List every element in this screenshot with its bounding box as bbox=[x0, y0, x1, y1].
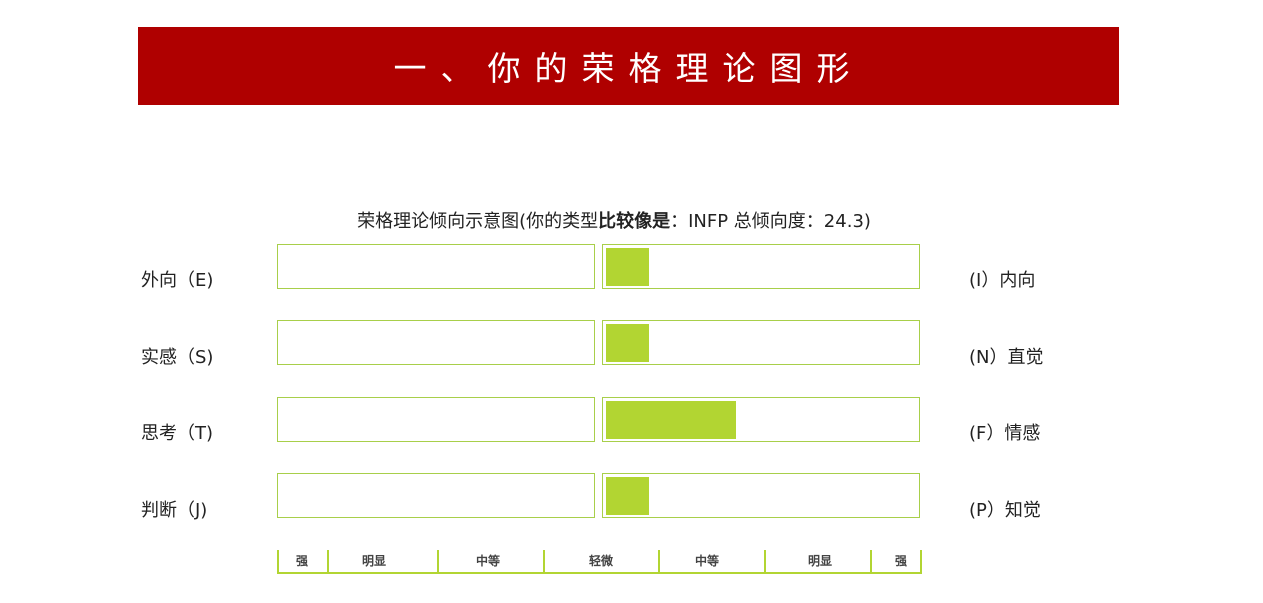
row-right-label-sn: (N）直觉 bbox=[969, 347, 1044, 368]
scale-tick bbox=[870, 550, 872, 572]
row-right-label-ei: (I）内向 bbox=[969, 270, 1036, 291]
left-bar-tf bbox=[277, 397, 595, 442]
fill-bar-ei bbox=[606, 248, 649, 286]
chart-caption-prefix: 荣格理论倾向示意图(你的类型 bbox=[357, 211, 599, 232]
left-bar-sn bbox=[277, 320, 595, 365]
chart-caption: 荣格理论倾向示意图(你的类型比较像是：INFP 总倾向度：24.3) bbox=[0, 207, 1228, 233]
scale-tick bbox=[764, 550, 766, 572]
row-left-label-ei: 外向（E) bbox=[141, 270, 214, 291]
scale-label-slight: 轻微 bbox=[588, 554, 614, 568]
scale-tick bbox=[658, 550, 660, 572]
scale-label-obvious-left: 明显 bbox=[361, 554, 387, 568]
strength-scale: 强 明显 中等 轻微 中等 明显 强 bbox=[277, 550, 922, 574]
row-left-label-tf: 思考（T) bbox=[141, 423, 214, 444]
page-title: 一、你的荣格理论图形 bbox=[393, 49, 864, 88]
left-bar-ei bbox=[277, 244, 595, 289]
right-bar-ei bbox=[602, 244, 920, 289]
fill-bar-sn bbox=[606, 324, 649, 362]
scale-label-medium-left: 中等 bbox=[475, 554, 501, 568]
left-bar-jp bbox=[277, 473, 595, 518]
scale-label-strong-right: 强 bbox=[894, 554, 908, 568]
chart-caption-bold: 比较像是 bbox=[598, 211, 671, 232]
chart-caption-suffix: ：INFP 总倾向度：24.3) bbox=[670, 211, 871, 232]
row-left-label-jp: 判断（J) bbox=[141, 500, 208, 521]
row-right-label-tf: (F）情感 bbox=[969, 423, 1041, 444]
scale-tick bbox=[543, 550, 545, 572]
scale-label-medium-right: 中等 bbox=[694, 554, 720, 568]
scale-tick bbox=[327, 550, 329, 572]
scale-label-strong-left: 强 bbox=[295, 554, 309, 568]
scale-label-obvious-right: 明显 bbox=[807, 554, 833, 568]
right-bar-jp bbox=[602, 473, 920, 518]
page-title-banner: 一、你的荣格理论图形 bbox=[138, 27, 1119, 105]
scale-tick bbox=[920, 550, 922, 572]
right-bar-sn bbox=[602, 320, 920, 365]
row-right-label-jp: (P）知觉 bbox=[969, 500, 1041, 521]
scale-tick bbox=[277, 550, 279, 572]
fill-bar-tf bbox=[606, 401, 736, 439]
scale-tick bbox=[437, 550, 439, 572]
row-left-label-sn: 实感（S) bbox=[141, 347, 214, 368]
fill-bar-jp bbox=[606, 477, 649, 515]
right-bar-tf bbox=[602, 397, 920, 442]
